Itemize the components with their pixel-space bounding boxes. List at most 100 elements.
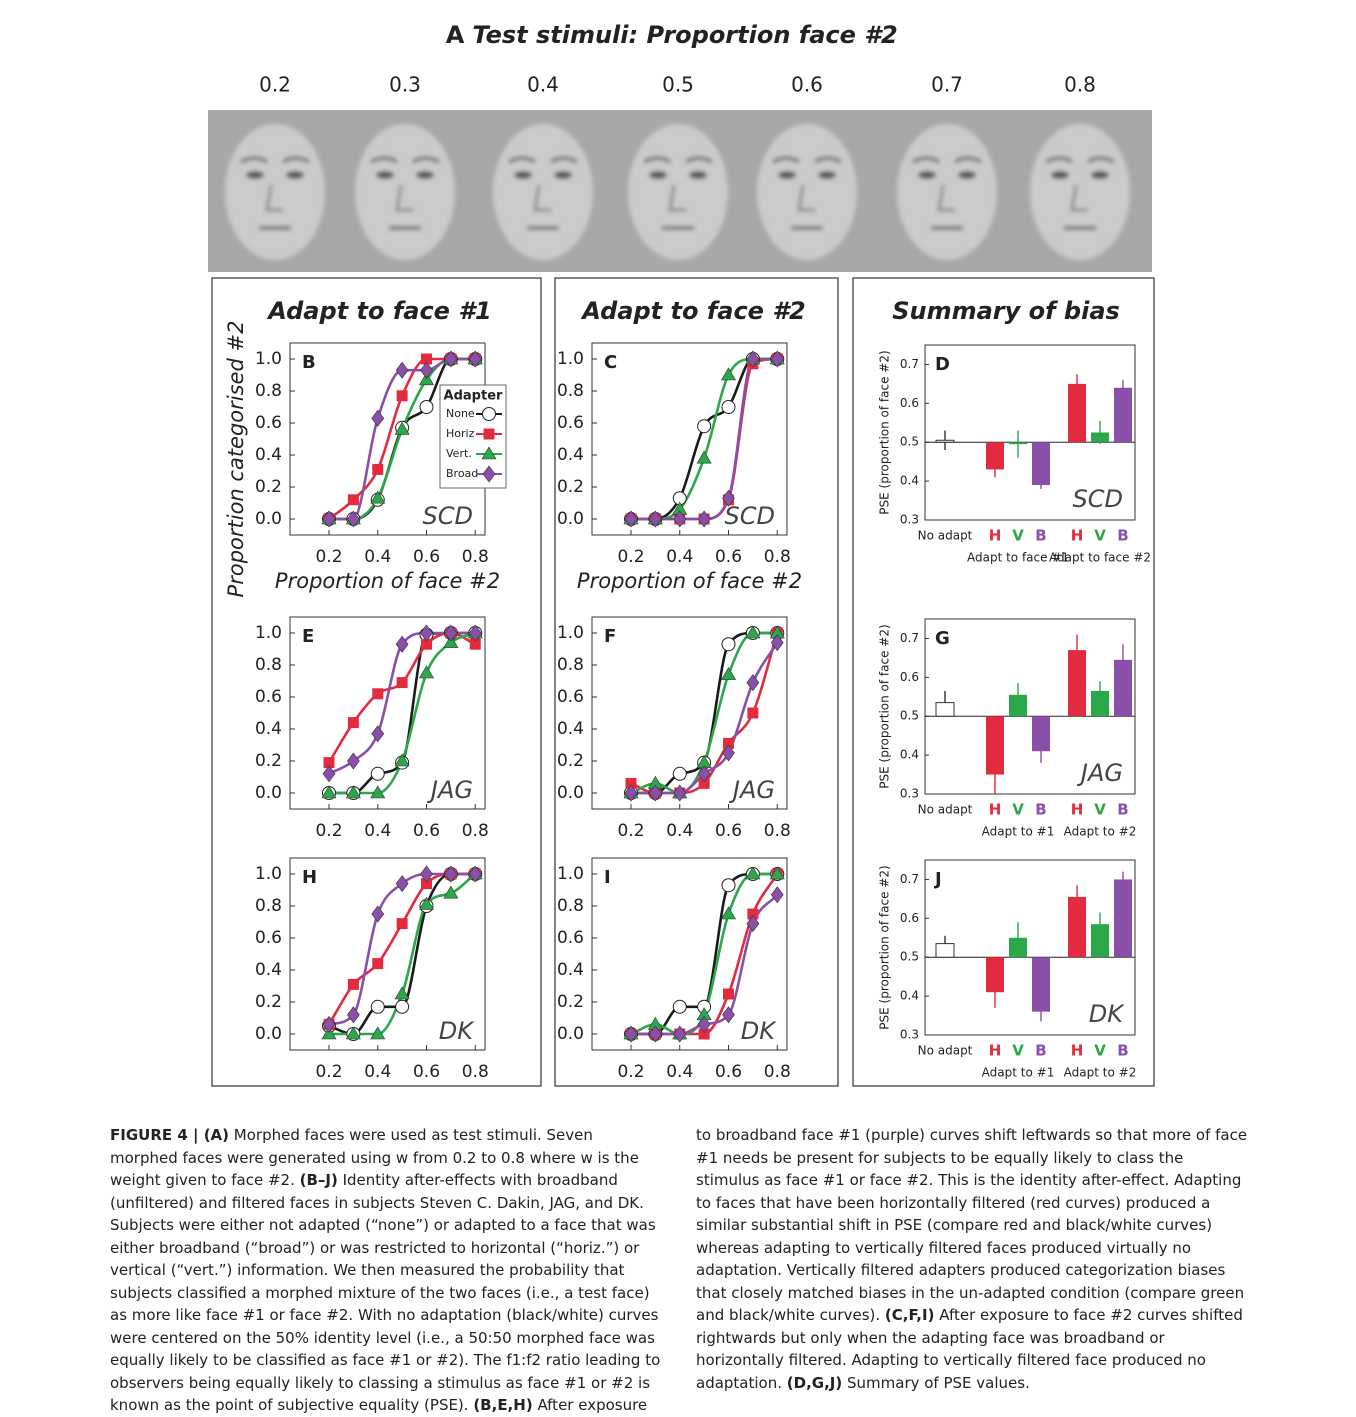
fit-curve [329,633,475,774]
eye [958,171,976,179]
marker [372,410,384,426]
eye [286,171,304,179]
marker [397,918,408,929]
panel-letter: F [604,626,616,647]
y-tick-label: 0.4 [255,445,282,465]
face [897,124,997,260]
stimulus-label: 0.7 [931,73,963,97]
x-tick-label: 0.6 [715,547,742,567]
category-label: B [1117,801,1128,819]
y-tick-label: 0.5 [900,435,919,449]
category-label: V [1094,801,1106,819]
category-label: B [1035,1042,1046,1060]
marker [372,726,384,742]
marker [347,753,359,769]
legend-marker [483,408,496,421]
category-label: No adapt [918,803,973,817]
fit-curve [631,359,777,519]
eye [416,171,434,179]
y-tick-label: 0.4 [900,989,919,1003]
y-tick-label: 0.8 [557,896,584,916]
subject-label: SCD [1073,485,1123,513]
legend-label: None [446,407,475,420]
category-label: No adapt [918,1044,973,1058]
x-tick-label: 0.4 [364,1062,391,1082]
face-shape [493,124,593,260]
bar [1068,650,1086,716]
eye [918,171,936,179]
x-tick-label: 0.2 [315,821,342,841]
marker [395,987,409,999]
y-tick-label: 0.6 [255,413,282,433]
marker [674,785,686,801]
y-tick-label: 0.5 [900,950,919,964]
x-tick-label: 0.2 [617,547,644,567]
caption-label: (D,G,J) [787,1374,842,1392]
category-label: B [1117,527,1128,545]
x-tick-label: 0.8 [462,1062,489,1082]
x-tick-label: 0.8 [462,547,489,567]
x-tick-label: 0.6 [413,1062,440,1082]
x-tick-label: 0.8 [764,547,791,567]
y-tick-label: 0.3 [900,513,919,527]
y-tick-label: 0.2 [557,751,584,771]
category-label: H [1071,527,1084,545]
y-tick-label: 1.0 [255,864,282,884]
x-tick-label: 0.4 [364,821,391,841]
group-label: Adapt to face #2 [1049,551,1151,565]
y-tick-label: 0.4 [557,960,584,980]
marker [722,368,736,380]
marker [323,766,335,782]
bar [1032,442,1050,485]
caption-label: (B,E,H) [473,1396,532,1414]
caption-label: (B–J) [300,1171,338,1189]
marker [747,708,758,719]
marker [420,666,434,678]
legend-label: Broad [446,467,478,480]
column-title: Adapt to face #1 [266,297,491,325]
marker [698,420,711,433]
marker [420,401,433,414]
y-tick-label: 0.2 [557,477,584,497]
face-shape [1030,124,1130,260]
y-tick-label: 0.2 [255,477,282,497]
y-tick-label: 0.0 [557,1024,584,1044]
y-tick-label: 1.0 [557,623,584,643]
marker [348,979,359,990]
category-label: V [1094,527,1106,545]
panel-letter: J [933,869,942,890]
caption-label: (C,F,I) [885,1306,935,1324]
y-tick-label: 0.6 [255,687,282,707]
marker [698,511,710,527]
y-tick-label: 0.7 [900,631,919,645]
subject-label: JAG [1077,759,1123,787]
eye [1051,171,1069,179]
eye [514,171,532,179]
eye [246,171,264,179]
marker [723,989,734,1000]
marker [396,1000,409,1013]
category-label: H [1071,1042,1084,1060]
category-label: No adapt [918,529,973,543]
x-tick-label: 0.8 [764,821,791,841]
legend-marker [484,429,495,440]
face [1030,124,1130,260]
marker [372,688,383,699]
y-tick-label: 0.7 [900,872,919,886]
x-axis-title: Proportion of face #2 [577,569,802,593]
y-tick-label: 0.5 [900,709,919,723]
panel-letter: B [302,352,316,373]
marker [444,886,458,898]
y-tick-label: 0.2 [255,992,282,1012]
y-tick-label: 0.8 [557,381,584,401]
panel-letter: A [446,21,465,49]
bar [1032,957,1050,1011]
y-tick-label: 0.8 [557,655,584,675]
category-label: H [989,527,1002,545]
subject-label: DK [741,1017,777,1045]
marker [372,906,384,922]
marker [372,464,383,475]
subject-label: JAG [729,776,775,804]
marker [371,767,384,780]
y-tick-label: 0.6 [900,396,919,410]
